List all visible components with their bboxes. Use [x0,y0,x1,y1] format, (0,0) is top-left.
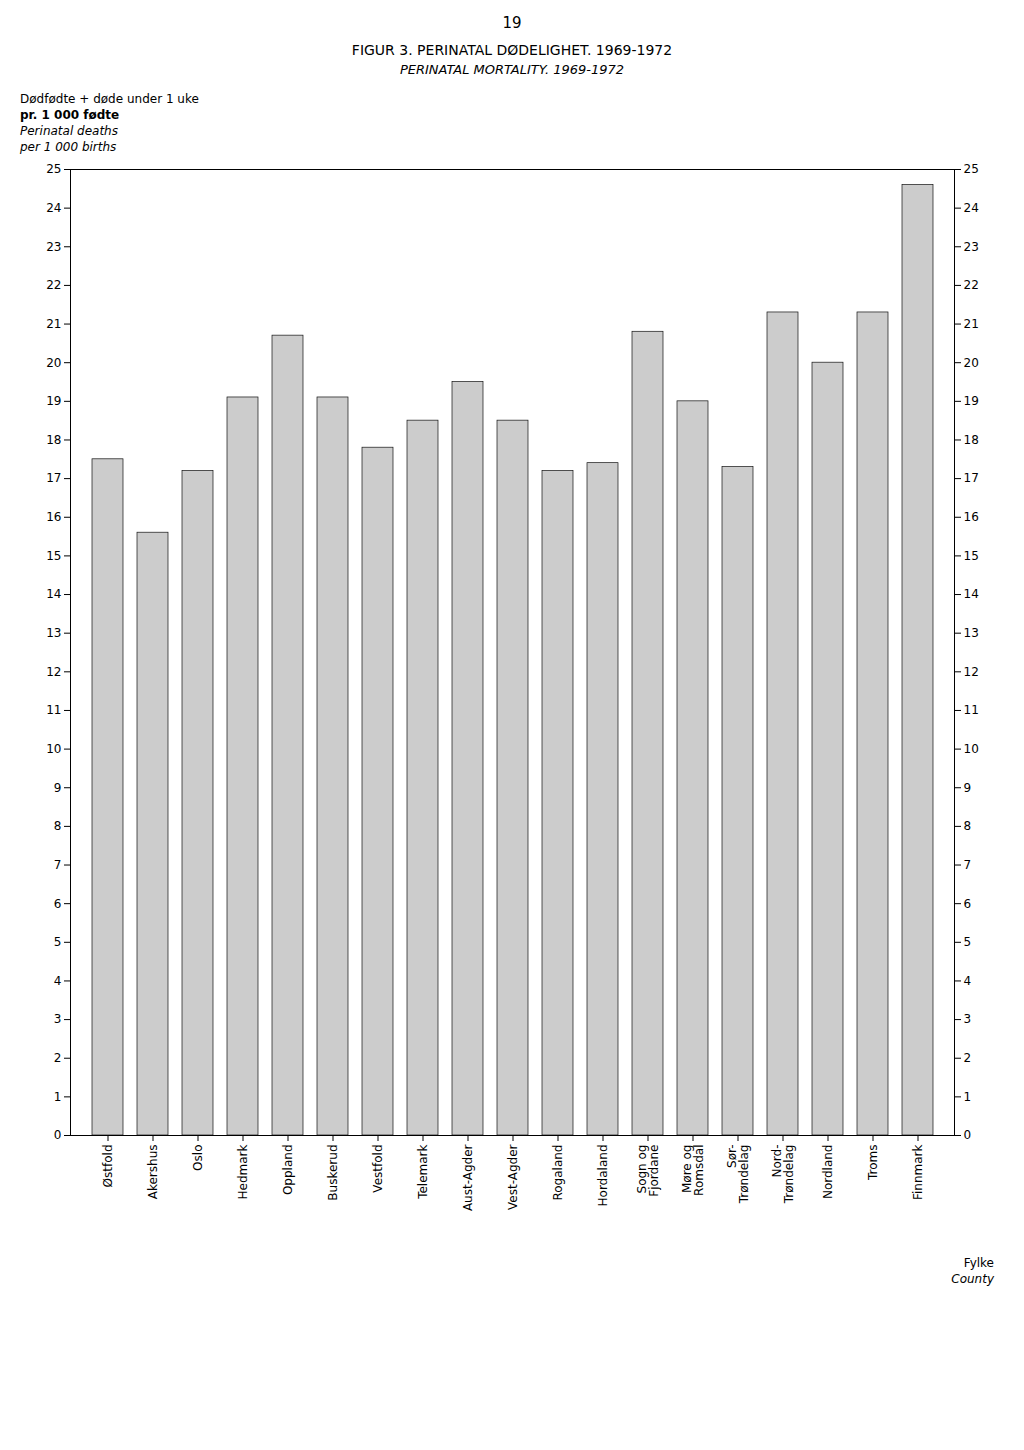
svg-text:21: 21 [46,317,61,331]
svg-text:6: 6 [54,897,62,911]
svg-text:18: 18 [46,433,61,447]
svg-text:24: 24 [46,201,61,215]
svg-text:Aust-Agder: Aust-Agder [461,1144,475,1211]
svg-text:0: 0 [54,1128,62,1142]
svg-text:Vest-Agder: Vest-Agder [506,1144,520,1210]
svg-text:Buskerud: Buskerud [326,1145,340,1201]
svg-text:20: 20 [46,356,61,370]
html-text:per 1 000 births: per 1 000 births [20,140,117,154]
svg-text:Vestfold: Vestfold [371,1145,385,1193]
svg-text:14: 14 [964,587,979,601]
svg-text:15: 15 [46,549,61,563]
html-text:Perinatal deaths: Perinatal deaths [20,124,118,138]
svg-text:17: 17 [46,471,61,485]
svg-text:8: 8 [964,819,972,833]
svg-text:3: 3 [54,1012,62,1026]
svg-text:Møre ogRomsdal: Møre ogRomsdal [680,1145,706,1196]
svg-text:20: 20 [964,356,979,370]
svg-text:9: 9 [54,781,62,795]
svg-text:18: 18 [964,433,979,447]
svg-text:13: 13 [46,626,61,640]
svg-text:21: 21 [964,317,979,331]
svg-text:0: 0 [964,1128,972,1142]
svg-text:2: 2 [964,1051,972,1065]
svg-text:19: 19 [46,394,61,408]
svg-text:23: 23 [964,240,979,254]
svg-text:24: 24 [964,201,979,215]
svg-text:Sogn ogFjordane: Sogn ogFjordane [635,1145,661,1197]
svg-text:11: 11 [964,703,979,717]
svg-text:Nordland: Nordland [821,1145,835,1200]
svg-text:Hordaland: Hordaland [596,1145,610,1207]
svg-text:22: 22 [46,278,61,292]
svg-text:25: 25 [46,162,61,176]
svg-text:6: 6 [964,897,972,911]
svg-text:12: 12 [46,665,61,679]
svg-text:7: 7 [54,858,62,872]
svg-text:17: 17 [964,471,979,485]
svg-text:16: 16 [964,510,979,524]
svg-text:14: 14 [46,587,61,601]
svg-text:Hedmark: Hedmark [236,1144,250,1199]
svg-text:1: 1 [54,1090,62,1104]
svg-text:8: 8 [54,819,62,833]
svg-text:4: 4 [964,974,972,988]
svg-text:4: 4 [54,974,62,988]
svg-text:1: 1 [964,1090,972,1104]
svg-text:Finnmark: Finnmark [911,1144,925,1200]
svg-text:22: 22 [964,278,979,292]
svg-text:Troms: Troms [866,1145,880,1182]
svg-text:15: 15 [964,549,979,563]
svg-text:Oppland: Oppland [281,1145,295,1196]
svg-text:10: 10 [46,742,61,756]
svg-text:23: 23 [46,240,61,254]
svg-text:13: 13 [964,626,979,640]
svg-text:11: 11 [46,703,61,717]
svg-text:Nord-Trøndelag: Nord-Trøndelag [770,1145,796,1205]
svg-text:19: 19 [964,394,979,408]
svg-text:12: 12 [964,665,979,679]
svg-text:2: 2 [54,1051,62,1065]
svg-text:25: 25 [964,162,979,176]
svg-text:Østfold: Østfold [101,1145,115,1188]
html-text:pr. 1 000 fødte: pr. 1 000 fødte [20,108,120,122]
svg-text:5: 5 [54,935,62,949]
svg-text:7: 7 [964,858,972,872]
html-text:County: County [951,1272,994,1286]
svg-text:Rogaland: Rogaland [551,1145,565,1201]
svg-text:Akershus: Akershus [146,1145,160,1200]
svg-text:3: 3 [964,1012,972,1026]
svg-text:9: 9 [964,781,972,795]
svg-text:Oslo: Oslo [191,1145,205,1171]
svg-text:5: 5 [964,935,972,949]
html-text:PERINATAL MORTALITY. 1969-1972: PERINATAL MORTALITY. 1969-1972 [399,62,625,77]
svg-text:Sør-Trøndelag: Sør-Trøndelag [725,1145,751,1205]
html-text:FIGUR 3. PERINATAL DØDELIGHET.: FIGUR 3. PERINATAL DØDELIGHET. 1969-1972 [351,42,673,58]
svg-text:Telemark: Telemark [416,1144,430,1199]
html-text:Dødfødte + døde under 1 uke: Dødfødte + døde under 1 uke [20,92,199,106]
svg-text:10: 10 [964,742,979,756]
svg-text:16: 16 [46,510,61,524]
html-text:Fylke: Fylke [963,1256,994,1270]
html-text:19: 19 [502,14,522,32]
